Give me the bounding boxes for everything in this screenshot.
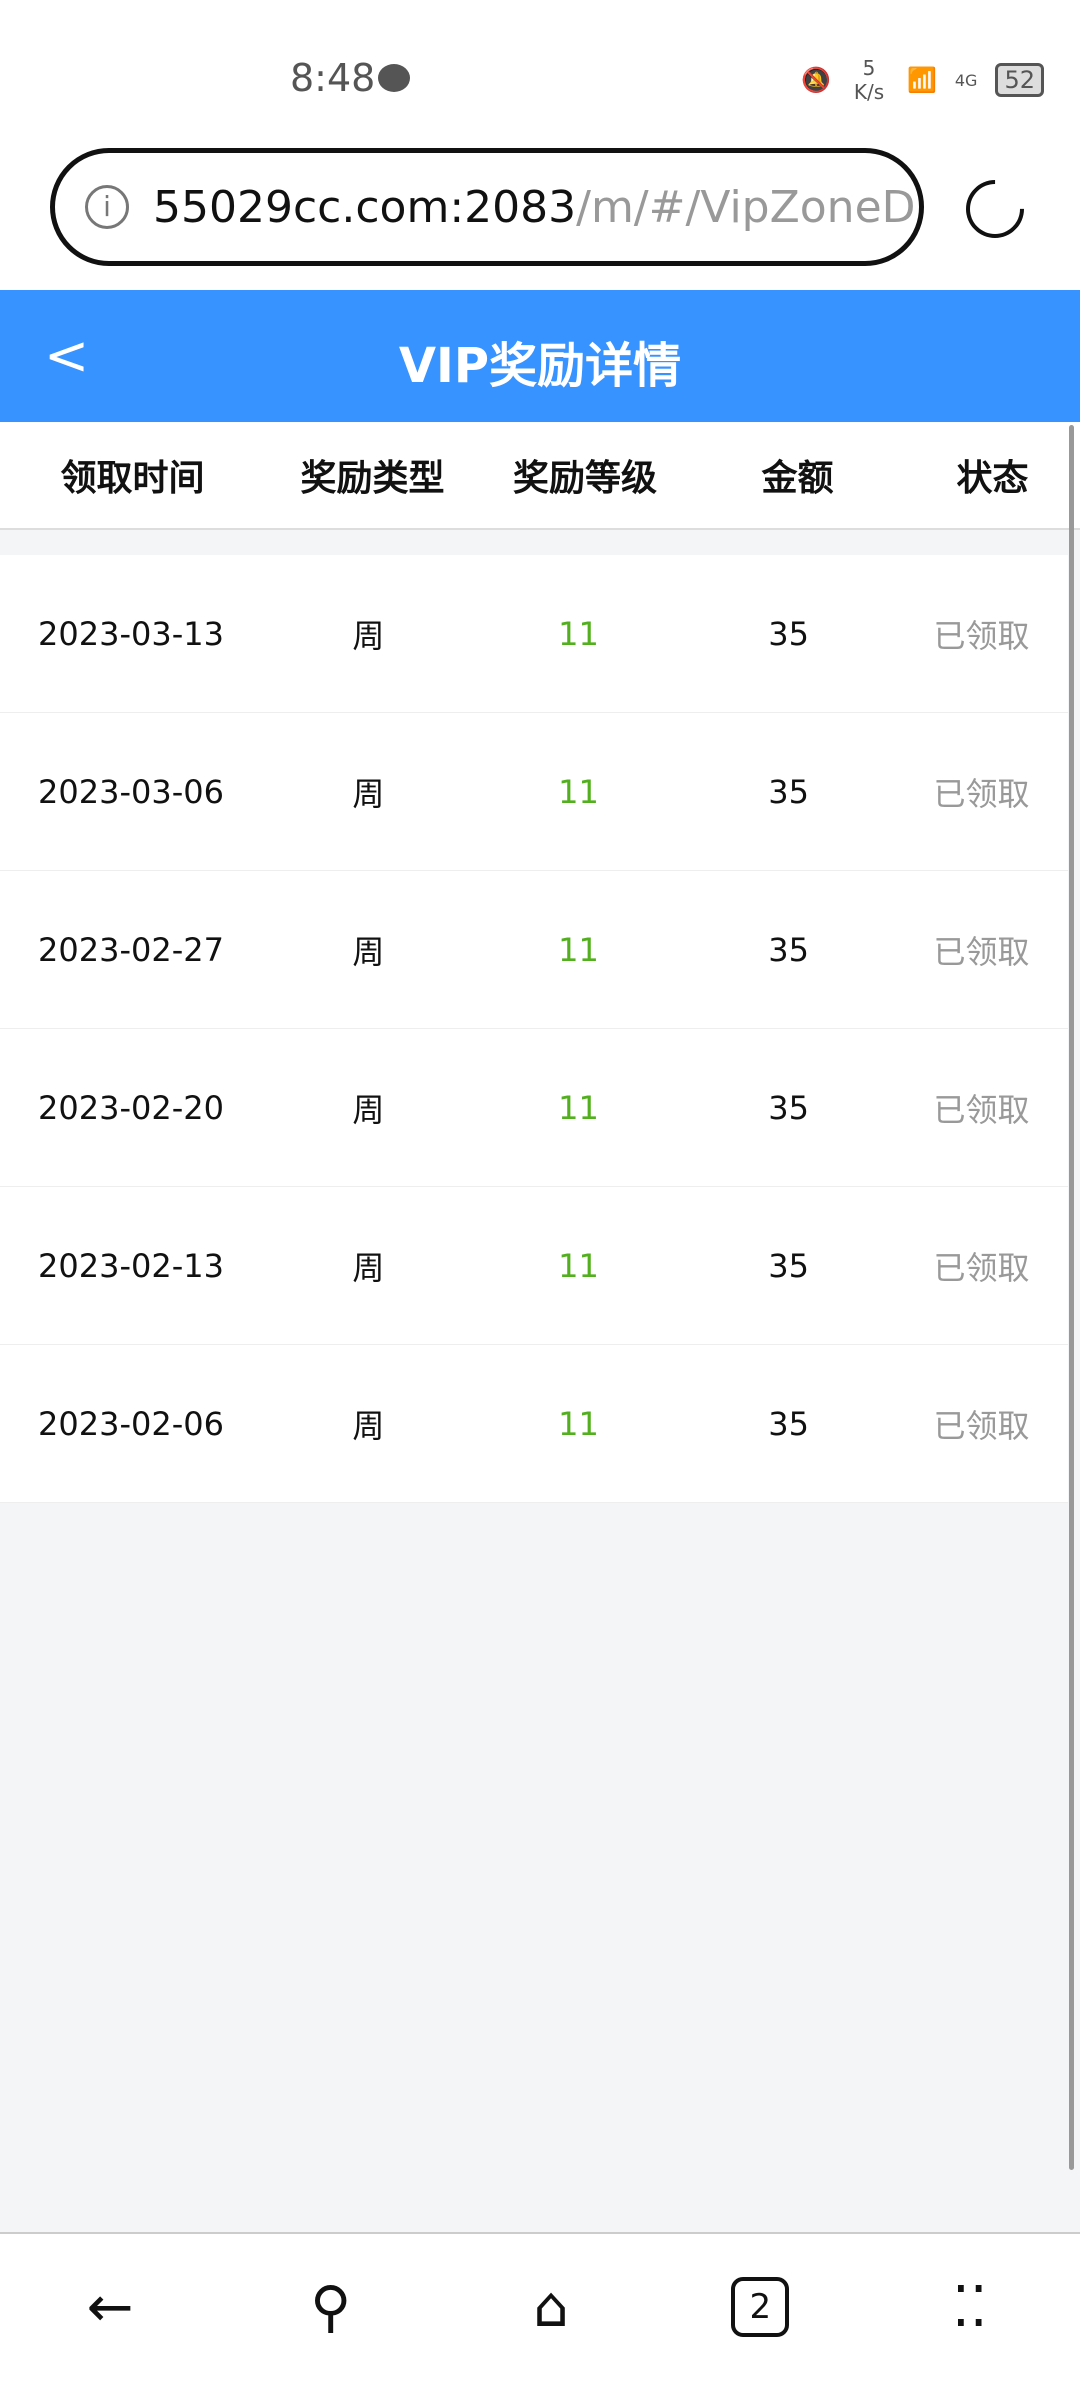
cell-status: 已领取: [933, 1406, 1030, 1445]
table-row: 2023-03-13 周 11 35 已领取: [0, 555, 1068, 713]
mute-bell-icon: 🔕: [801, 66, 831, 94]
cell-type: 周: [352, 616, 385, 655]
cell-amount: 35: [768, 930, 809, 969]
info-icon[interactable]: i: [85, 185, 129, 229]
net-speed: 5 K/s: [853, 56, 885, 104]
message-icon: [378, 64, 410, 92]
column-header: 奖励类型: [300, 458, 445, 499]
cell-status: 已领取: [933, 774, 1030, 813]
table-row: 2023-02-06 周 11 35 已领取: [0, 1345, 1068, 1503]
menu-dots-icon[interactable]: ⁚⁚: [951, 2274, 988, 2340]
cell-level: 11: [558, 930, 599, 969]
tabs-button[interactable]: 2: [731, 2277, 790, 2337]
wifi-icon: 📶: [906, 66, 937, 94]
scrollbar[interactable]: [1069, 425, 1074, 2170]
reward-list: 2023-03-13 周 11 35 已领取 2023-03-06 周 11 35 已领取 2023…: [0, 555, 1068, 1503]
chevron-left-icon[interactable]: <: [44, 324, 90, 387]
cell-date: 2023-02-20: [38, 1088, 225, 1127]
page-title: VIP奖励详情: [398, 338, 682, 394]
cell-level: 11: [558, 1404, 599, 1443]
cell-date: 2023-03-13: [38, 614, 225, 653]
table-header: 领取时间 奖励类型 奖励等级 金额 状态: [0, 422, 1080, 530]
cell-amount: 35: [768, 1246, 809, 1285]
column-header: 奖励等级: [512, 458, 657, 499]
cell-date: 2023-03-06: [38, 772, 225, 811]
cell-status: 已领取: [933, 1248, 1030, 1287]
cell-status: 已领取: [933, 1090, 1030, 1129]
network-type: 4G: [954, 70, 978, 90]
cell-level: 11: [558, 614, 599, 653]
cell-type: 周: [352, 932, 385, 971]
url-host: 55029cc.com:2083: [153, 181, 577, 233]
cell-amount: 35: [768, 1404, 809, 1443]
cell-type: 周: [352, 1248, 385, 1287]
table-row: 2023-03-06 周 11 35 已领取: [0, 713, 1068, 871]
status-bar: 8:48 🔕 5 K/s 📶 4G 52: [0, 0, 1080, 140]
cell-date: 2023-02-06: [38, 1404, 225, 1443]
cell-status: 已领取: [933, 616, 1030, 655]
cell-date: 2023-02-13: [38, 1246, 225, 1285]
column-header: 状态: [956, 458, 1029, 499]
reload-icon[interactable]: [953, 167, 1037, 251]
cell-level: 11: [558, 1088, 599, 1127]
column-header: 领取时间: [60, 458, 205, 499]
table-row: 2023-02-13 周 11 35 已领取: [0, 1187, 1068, 1345]
cell-amount: 35: [768, 1088, 809, 1127]
url-bar[interactable]: i 55029cc.com:2083/m/#/VipZoneD: [50, 148, 924, 266]
clock: 8:48: [290, 56, 376, 100]
table-row: 2023-02-27 周 11 35 已领取: [0, 871, 1068, 1029]
battery-icon: 52: [995, 63, 1044, 97]
url-path: /m/#/VipZoneD: [576, 181, 916, 233]
cell-type: 周: [352, 1090, 385, 1129]
cell-amount: 35: [768, 614, 809, 653]
home-icon[interactable]: ⌂: [533, 2274, 569, 2340]
browser-bottom-nav: ← ⚲ ⌂ 2 ⁚⁚: [0, 2232, 1080, 2400]
browser-toolbar: i 55029cc.com:2083/m/#/VipZoneD: [0, 140, 1080, 290]
cell-type: 周: [352, 1406, 385, 1445]
column-header: 金额: [761, 458, 834, 499]
page-header: < VIP奖励详情: [0, 290, 1080, 422]
cell-status: 已领取: [933, 932, 1030, 971]
cell-type: 周: [352, 774, 385, 813]
back-arrow-icon[interactable]: ←: [86, 2274, 134, 2340]
search-icon[interactable]: ⚲: [310, 2274, 352, 2340]
table-row: 2023-02-20 周 11 35 已领取: [0, 1029, 1068, 1187]
cell-date: 2023-02-27: [38, 930, 225, 969]
cell-level: 11: [558, 772, 599, 811]
cell-amount: 35: [768, 772, 809, 811]
cell-level: 11: [558, 1246, 599, 1285]
